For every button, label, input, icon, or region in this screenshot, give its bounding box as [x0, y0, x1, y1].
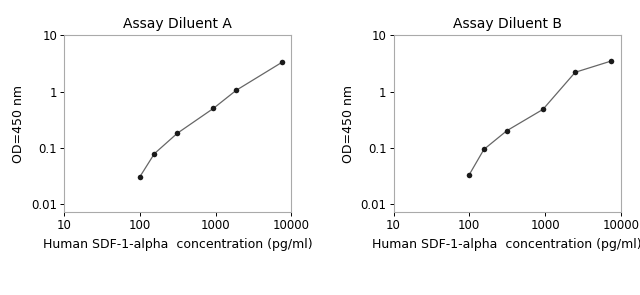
- Title: Assay Diluent B: Assay Diluent B: [452, 17, 562, 32]
- X-axis label: Human SDF-1-alpha  concentration (pg/ml): Human SDF-1-alpha concentration (pg/ml): [372, 238, 640, 251]
- Title: Assay Diluent A: Assay Diluent A: [123, 17, 232, 32]
- Y-axis label: OD=450 nm: OD=450 nm: [342, 85, 355, 163]
- Y-axis label: OD=450 nm: OD=450 nm: [13, 85, 26, 163]
- X-axis label: Human SDF-1-alpha  concentration (pg/ml): Human SDF-1-alpha concentration (pg/ml): [43, 238, 312, 251]
